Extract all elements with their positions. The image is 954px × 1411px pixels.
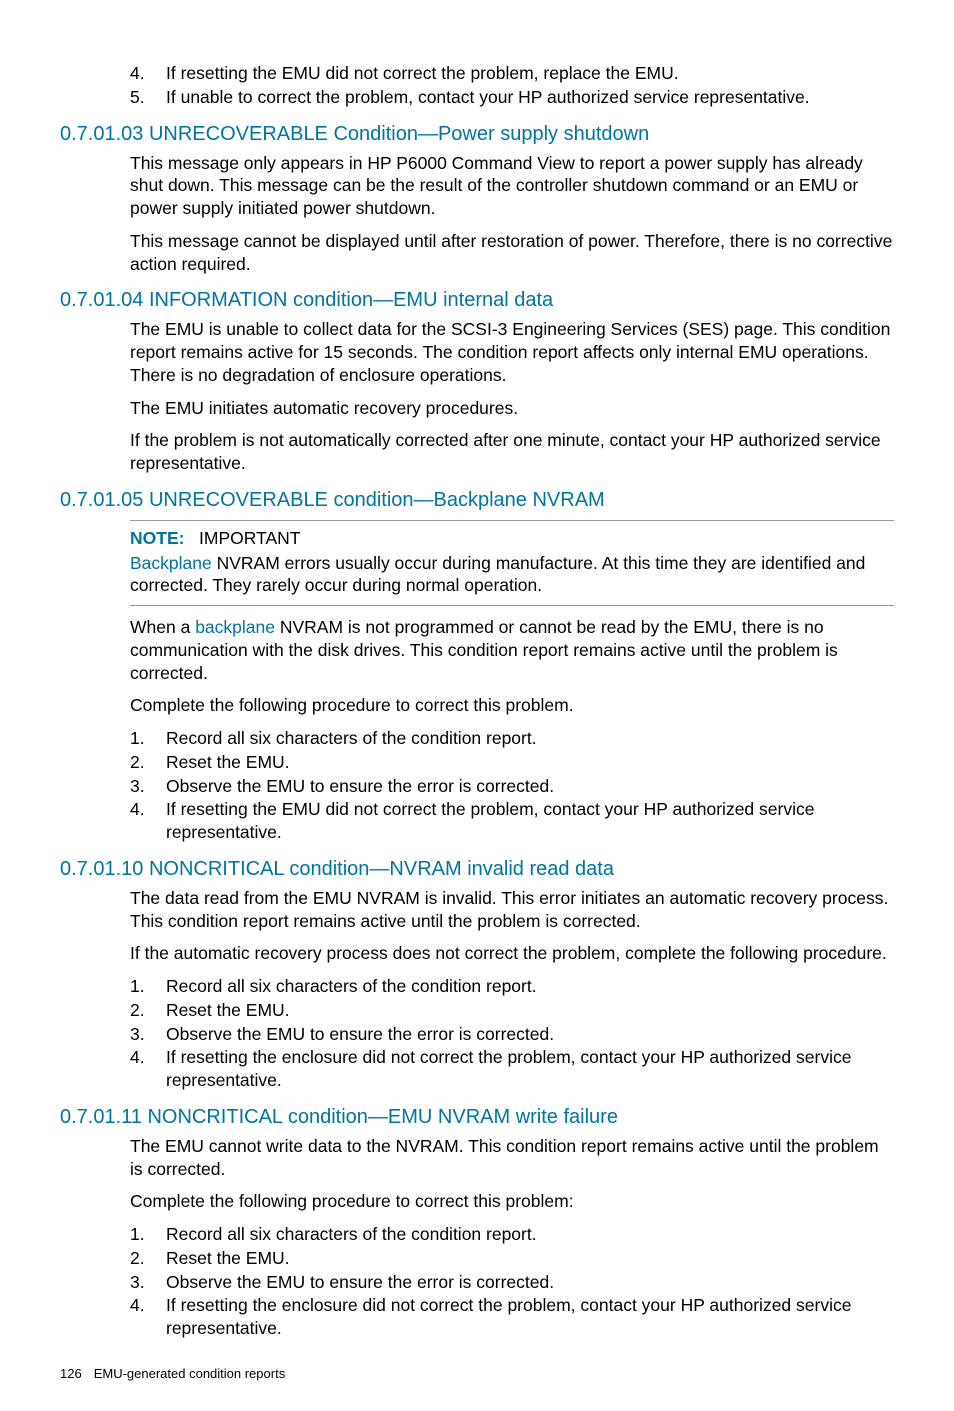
list-text: If resetting the enclosure did not corre… bbox=[166, 1294, 894, 1340]
list-item: 2.Reset the EMU. bbox=[130, 1247, 894, 1270]
list-item: 4.If resetting the EMU did not correct t… bbox=[130, 62, 894, 85]
list-text: If resetting the enclosure did not corre… bbox=[166, 1046, 894, 1092]
list-text: Observe the EMU to ensure the error is c… bbox=[166, 1271, 894, 1294]
list-item: 2.Reset the EMU. bbox=[130, 999, 894, 1022]
list-text: Record all six characters of the conditi… bbox=[166, 1223, 894, 1246]
note-box: NOTE: IMPORTANT Backplane NVRAM errors u… bbox=[130, 520, 894, 606]
page-number: 126 bbox=[60, 1366, 82, 1381]
list-number: 4. bbox=[130, 1046, 166, 1069]
section-body: The data read from the EMU NVRAM is inva… bbox=[130, 887, 894, 1092]
list-text: Record all six characters of the conditi… bbox=[166, 727, 894, 750]
page-footer: 126 EMU-generated condition reports bbox=[60, 1366, 894, 1381]
backplane-link[interactable]: Backplane bbox=[130, 553, 212, 573]
procedure-list: 1.Record all six characters of the condi… bbox=[130, 1223, 894, 1340]
list-number: 2. bbox=[130, 1247, 166, 1270]
list-number: 5. bbox=[130, 86, 166, 109]
body-paragraph: The data read from the EMU NVRAM is inva… bbox=[130, 887, 894, 933]
body-paragraph: If the automatic recovery process does n… bbox=[130, 942, 894, 965]
body-paragraph: If the problem is not automatically corr… bbox=[130, 429, 894, 475]
body-paragraph: The EMU is unable to collect data for th… bbox=[130, 318, 894, 386]
body-paragraph: Complete the following procedure to corr… bbox=[130, 1190, 894, 1213]
list-number: 3. bbox=[130, 775, 166, 798]
list-text: Observe the EMU to ensure the error is c… bbox=[166, 1023, 894, 1046]
list-item: 1.Record all six characters of the condi… bbox=[130, 975, 894, 998]
text-pre: When a bbox=[130, 617, 195, 637]
list-number: 4. bbox=[130, 1294, 166, 1317]
list-item: 4.If resetting the enclosure did not cor… bbox=[130, 1046, 894, 1092]
note-header: NOTE: IMPORTANT bbox=[130, 527, 894, 550]
list-item: 1.Record all six characters of the condi… bbox=[130, 1223, 894, 1246]
body-paragraph: Complete the following procedure to corr… bbox=[130, 694, 894, 717]
section-heading-backplane-nvram: 0.7.01.05 UNRECOVERABLE condition—Backpl… bbox=[60, 489, 894, 512]
body-paragraph: When a backplane NVRAM is not programmed… bbox=[130, 616, 894, 684]
note-label: NOTE: bbox=[130, 528, 184, 548]
list-item: 3.Observe the EMU to ensure the error is… bbox=[130, 775, 894, 798]
list-number: 2. bbox=[130, 751, 166, 774]
note-rest: NVRAM errors usually occur during manufa… bbox=[130, 553, 865, 596]
section-body: The EMU is unable to collect data for th… bbox=[130, 318, 894, 475]
list-item: 4.If resetting the enclosure did not cor… bbox=[130, 1294, 894, 1340]
section-body: The EMU cannot write data to the NVRAM. … bbox=[130, 1135, 894, 1340]
list-item: 3.Observe the EMU to ensure the error is… bbox=[130, 1271, 894, 1294]
section-body: This message only appears in HP P6000 Co… bbox=[130, 152, 894, 276]
body-paragraph: This message cannot be displayed until a… bbox=[130, 230, 894, 276]
list-number: 4. bbox=[130, 62, 166, 85]
list-number: 1. bbox=[130, 1223, 166, 1246]
section-heading-nvram-write-failure: 0.7.01.11 NONCRITICAL condition—EMU NVRA… bbox=[60, 1106, 894, 1129]
list-text: Record all six characters of the conditi… bbox=[166, 975, 894, 998]
list-text: Observe the EMU to ensure the error is c… bbox=[166, 775, 894, 798]
list-text: Reset the EMU. bbox=[166, 999, 894, 1022]
note-body: Backplane NVRAM errors usually occur dur… bbox=[130, 552, 894, 598]
footer-title: EMU-generated condition reports bbox=[94, 1366, 286, 1381]
section-heading-nvram-invalid-read: 0.7.01.10 NONCRITICAL condition—NVRAM in… bbox=[60, 858, 894, 881]
list-item: 2.Reset the EMU. bbox=[130, 751, 894, 774]
procedure-list: 1.Record all six characters of the condi… bbox=[130, 975, 894, 1092]
section-heading-emu-internal-data: 0.7.01.04 INFORMATION condition—EMU inte… bbox=[60, 289, 894, 312]
list-text: If resetting the EMU did not correct the… bbox=[166, 62, 894, 85]
list-number: 3. bbox=[130, 1271, 166, 1294]
body-paragraph: The EMU initiates automatic recovery pro… bbox=[130, 397, 894, 420]
procedure-list: 1.Record all six characters of the condi… bbox=[130, 727, 894, 844]
intro-list: 4.If resetting the EMU did not correct t… bbox=[130, 62, 894, 109]
backplane-link[interactable]: backplane bbox=[195, 617, 275, 637]
section-heading-power-supply-shutdown: 0.7.01.03 UNRECOVERABLE Condition—Power … bbox=[60, 123, 894, 146]
list-item: 5.If unable to correct the problem, cont… bbox=[130, 86, 894, 109]
list-number: 1. bbox=[130, 727, 166, 750]
body-paragraph: The EMU cannot write data to the NVRAM. … bbox=[130, 1135, 894, 1181]
list-number: 2. bbox=[130, 999, 166, 1022]
body-paragraph: This message only appears in HP P6000 Co… bbox=[130, 152, 894, 220]
list-text: If resetting the EMU did not correct the… bbox=[166, 798, 894, 844]
list-text: Reset the EMU. bbox=[166, 751, 894, 774]
note-important: IMPORTANT bbox=[199, 528, 300, 548]
list-text: If unable to correct the problem, contac… bbox=[166, 86, 894, 109]
list-number: 3. bbox=[130, 1023, 166, 1046]
list-item: 3.Observe the EMU to ensure the error is… bbox=[130, 1023, 894, 1046]
list-text: Reset the EMU. bbox=[166, 1247, 894, 1270]
list-number: 1. bbox=[130, 975, 166, 998]
intro-list-block: 4.If resetting the EMU did not correct t… bbox=[130, 62, 894, 109]
section-body: NOTE: IMPORTANT Backplane NVRAM errors u… bbox=[130, 520, 894, 844]
list-number: 4. bbox=[130, 798, 166, 821]
list-item: 4.If resetting the EMU did not correct t… bbox=[130, 798, 894, 844]
list-item: 1.Record all six characters of the condi… bbox=[130, 727, 894, 750]
